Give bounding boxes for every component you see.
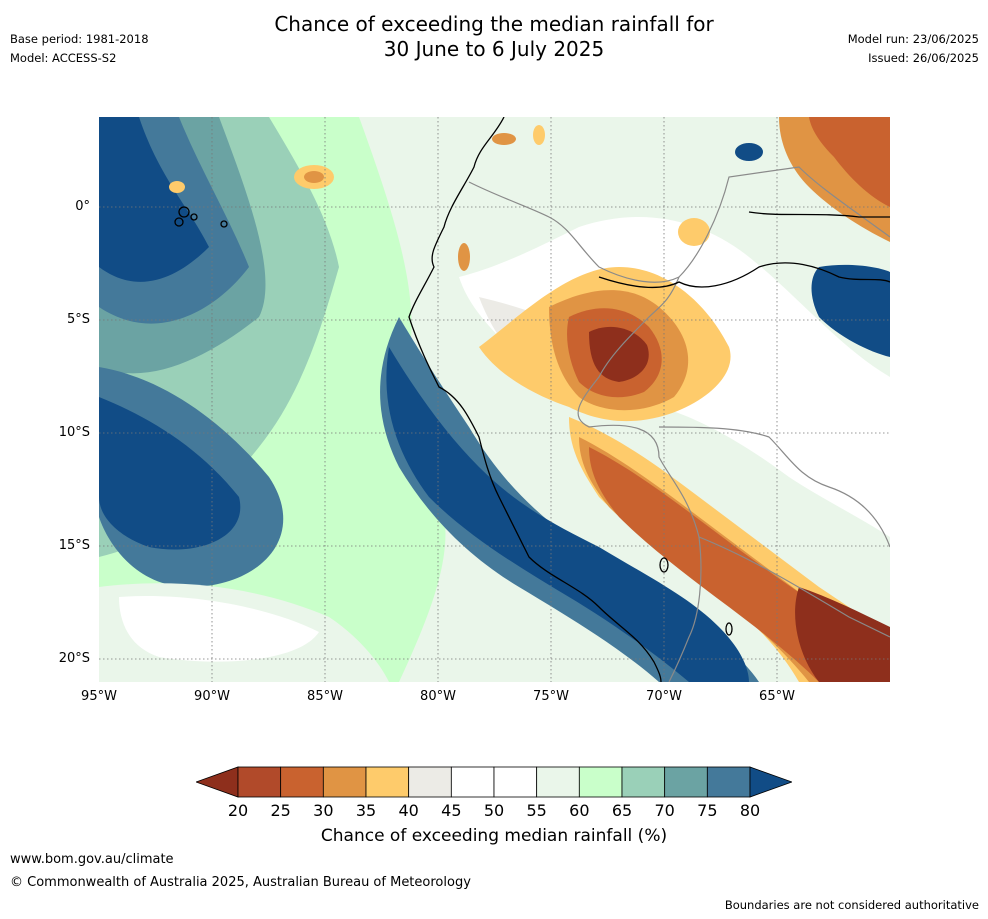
lon-label-75w: 75°W: [533, 689, 569, 704]
colorbar-swatch: [621, 766, 666, 798]
colorbar-tick-label: 55: [526, 801, 547, 820]
colorbar-tick-label: 30: [313, 801, 334, 820]
colorbar-swatch: [450, 766, 495, 798]
spot-dry-5: [492, 133, 516, 145]
colorbar-swatch: [706, 766, 751, 798]
disclaimer-text: Boundaries are not considered authoritat…: [724, 898, 979, 912]
title-line-2: 30 June to 6 July 2025: [383, 37, 605, 61]
colorbar-tick-label: 40: [398, 801, 419, 820]
issued-date: Issued: 26/06/2025: [868, 51, 979, 65]
spot-dry-2: [458, 243, 470, 271]
colorbar-swatch: [536, 766, 580, 798]
colorbar-tick-label: 80: [739, 801, 761, 820]
lon-label-85w: 85°W: [307, 689, 343, 704]
colorbar-tick-label: 70: [654, 801, 675, 820]
country-borders: [468, 166, 890, 682]
east-blue: [811, 264, 890, 357]
lat-label-15s: 15°S: [58, 538, 90, 553]
colorbar-swatch: [237, 766, 282, 798]
title-line-1: Chance of exceeding the median rainfall …: [274, 12, 714, 36]
lat-label-10s: 10°S: [58, 425, 90, 440]
colorbar-swatch: [664, 766, 708, 798]
spot-dry-1-core: [304, 171, 324, 183]
colorbar-tick-label: 45: [441, 801, 462, 820]
colorbar-tick-label: 50: [483, 801, 505, 820]
se-dry-20: [795, 587, 890, 682]
spot-dry-6: [533, 125, 545, 145]
spot-wet-1: [735, 143, 763, 161]
colorbar-tick-label: 35: [355, 801, 377, 820]
lat-label-5s: 5°S: [66, 312, 90, 327]
colorbar-swatch: [280, 766, 324, 798]
colorbar-extend-high: [749, 766, 792, 798]
southwest-white: [119, 596, 319, 662]
colorbar-swatch: [408, 766, 452, 798]
coastline: [174, 117, 890, 682]
colorbar-label: Chance of exceeding median rainfall (%): [320, 826, 668, 846]
map-title: Chance of exceeding the median rainfall …: [0, 12, 988, 62]
meta-right: Model run: 23/06/2025 Issued: 26/06/2025: [848, 30, 979, 68]
copyright-text: © Commonwealth of Australia 2025, Austra…: [10, 875, 471, 890]
website-text: www.bom.gov.au/climate: [10, 852, 174, 867]
spot-dry-4: [169, 181, 185, 193]
rainfall-map: [99, 117, 890, 682]
lon-label-70w: 70°W: [646, 689, 682, 704]
colorbar-swatch: [493, 766, 538, 798]
colorbar: [196, 766, 792, 798]
coastal-deep-band: [386, 347, 749, 682]
colorbar-tick-label: 65: [611, 801, 633, 820]
colorbar-swatch: [365, 766, 410, 798]
lon-label-80w: 80°W: [420, 689, 456, 704]
lon-label-95w: 95°W: [81, 689, 117, 704]
colorbar-swatch: [578, 766, 623, 798]
colorbar-swatches: [196, 766, 792, 798]
lon-label-65w: 65°W: [759, 689, 795, 704]
base-period: Base period: 1981-2018: [10, 32, 149, 46]
ne-dry-core: [809, 117, 890, 207]
meta-left: Base period: 1981-2018 Model: ACCESS-S2: [10, 30, 149, 68]
colorbar-tick-label: 20: [227, 801, 249, 820]
map-canvas: [99, 117, 890, 682]
colorbar-tick-label: 75: [697, 801, 718, 820]
lon-label-90w: 90°W: [194, 689, 230, 704]
colorbar-tick-label: 25: [270, 801, 291, 820]
model-run: Model run: 23/06/2025: [847, 32, 979, 46]
lat-label-0: 0°: [75, 199, 90, 214]
west-deep-pocket: [99, 397, 241, 550]
model-name: Model: ACCESS-S2: [10, 51, 117, 65]
colorbar-extend-low: [196, 766, 239, 798]
lat-label-20s: 20°S: [58, 651, 90, 666]
colorbar-tick-label: 60: [569, 801, 590, 820]
spot-dry-3: [678, 218, 710, 246]
colorbar-swatch: [322, 766, 367, 798]
